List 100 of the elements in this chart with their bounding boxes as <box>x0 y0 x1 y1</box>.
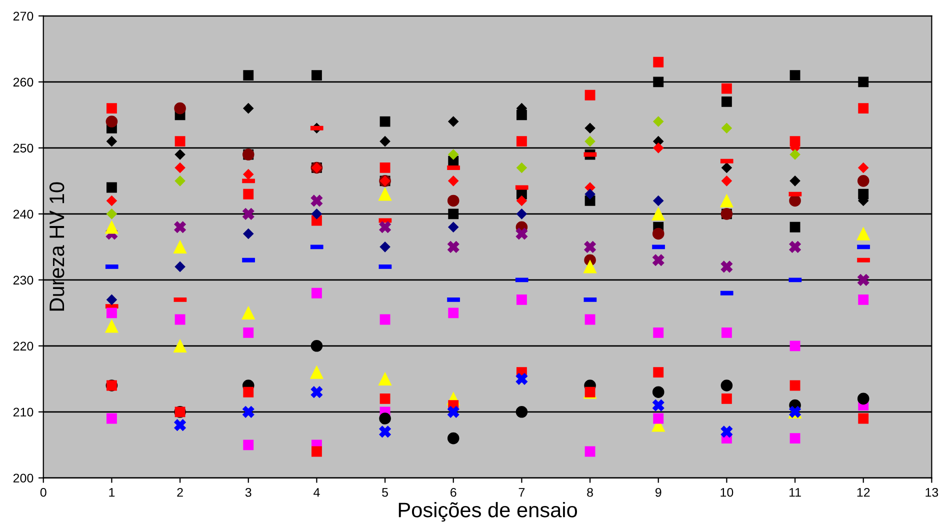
x-tick-label: 6 <box>450 488 456 497</box>
point <box>721 393 732 404</box>
x-tick-label: 13 <box>926 488 938 497</box>
point <box>380 116 390 127</box>
point <box>858 103 869 114</box>
x-axis-title: Posições de ensaio <box>398 502 577 522</box>
point <box>516 406 528 418</box>
point <box>721 176 732 186</box>
point <box>448 116 459 127</box>
point <box>720 380 733 392</box>
point <box>653 116 664 127</box>
point <box>721 122 732 134</box>
point <box>516 195 527 206</box>
point <box>653 195 664 206</box>
x-tick-label: 11 <box>789 488 801 497</box>
point <box>790 340 800 352</box>
point <box>311 288 322 298</box>
point <box>379 426 391 438</box>
point <box>653 76 664 88</box>
point <box>858 413 869 424</box>
point <box>380 242 390 252</box>
point <box>242 208 254 220</box>
point <box>379 412 391 424</box>
point <box>653 142 664 154</box>
point <box>380 314 390 325</box>
point <box>858 294 869 305</box>
point <box>721 162 732 173</box>
point <box>174 221 186 234</box>
point <box>857 274 870 286</box>
x-tick-label: 9 <box>655 488 662 497</box>
point <box>174 261 186 272</box>
y-tick-label: 270 <box>13 12 34 21</box>
point <box>516 136 527 147</box>
point <box>106 308 117 318</box>
point <box>448 208 459 220</box>
point <box>857 392 870 405</box>
point <box>105 320 118 333</box>
y-tick-label: 230 <box>13 276 34 285</box>
point <box>584 241 596 253</box>
point <box>105 220 118 234</box>
point <box>448 222 459 232</box>
point <box>653 56 664 68</box>
point <box>243 169 254 180</box>
point <box>106 182 117 193</box>
point <box>106 116 118 128</box>
y-tick-label: 200 <box>13 474 34 483</box>
point <box>310 194 323 207</box>
y-tick-label: 210 <box>13 408 34 417</box>
point <box>789 241 801 253</box>
point <box>790 222 800 232</box>
y-tick-label: 240 <box>13 210 34 219</box>
point <box>243 103 254 114</box>
point <box>106 136 117 147</box>
point <box>789 194 801 207</box>
point <box>516 208 527 220</box>
x-tick-label: 0 <box>40 488 46 497</box>
point <box>447 406 460 418</box>
point <box>447 194 460 207</box>
x-tick-label: 10 <box>720 488 734 497</box>
point <box>242 306 255 320</box>
point <box>653 413 664 424</box>
point <box>448 308 459 318</box>
point <box>516 228 528 240</box>
point <box>790 176 800 186</box>
point <box>858 76 869 88</box>
x-tick-label: 8 <box>587 488 593 497</box>
point <box>174 149 186 160</box>
point <box>790 380 800 391</box>
x-tick-label: 5 <box>382 488 388 497</box>
point <box>174 162 186 173</box>
point <box>174 314 186 325</box>
point <box>380 162 390 173</box>
point <box>653 328 664 338</box>
point <box>242 406 254 418</box>
point <box>652 207 665 221</box>
y-tick-label: 250 <box>13 144 34 153</box>
point <box>311 70 322 81</box>
point <box>584 122 596 134</box>
point <box>243 228 254 239</box>
point <box>106 208 117 220</box>
x-tick-label: 1 <box>109 488 115 497</box>
point <box>106 413 117 424</box>
point <box>857 175 870 187</box>
x-tick-label: 7 <box>518 488 525 497</box>
point <box>720 426 733 438</box>
point <box>310 366 324 379</box>
point <box>243 188 254 200</box>
point <box>378 372 392 386</box>
point <box>448 176 459 186</box>
point <box>243 328 254 338</box>
y-tick-label: 220 <box>13 342 34 351</box>
point <box>584 90 596 100</box>
point <box>652 386 664 398</box>
point <box>311 208 322 220</box>
point <box>243 386 254 398</box>
point <box>447 432 460 444</box>
point <box>720 260 733 273</box>
point <box>311 446 322 457</box>
point <box>447 241 460 253</box>
point <box>106 103 117 114</box>
